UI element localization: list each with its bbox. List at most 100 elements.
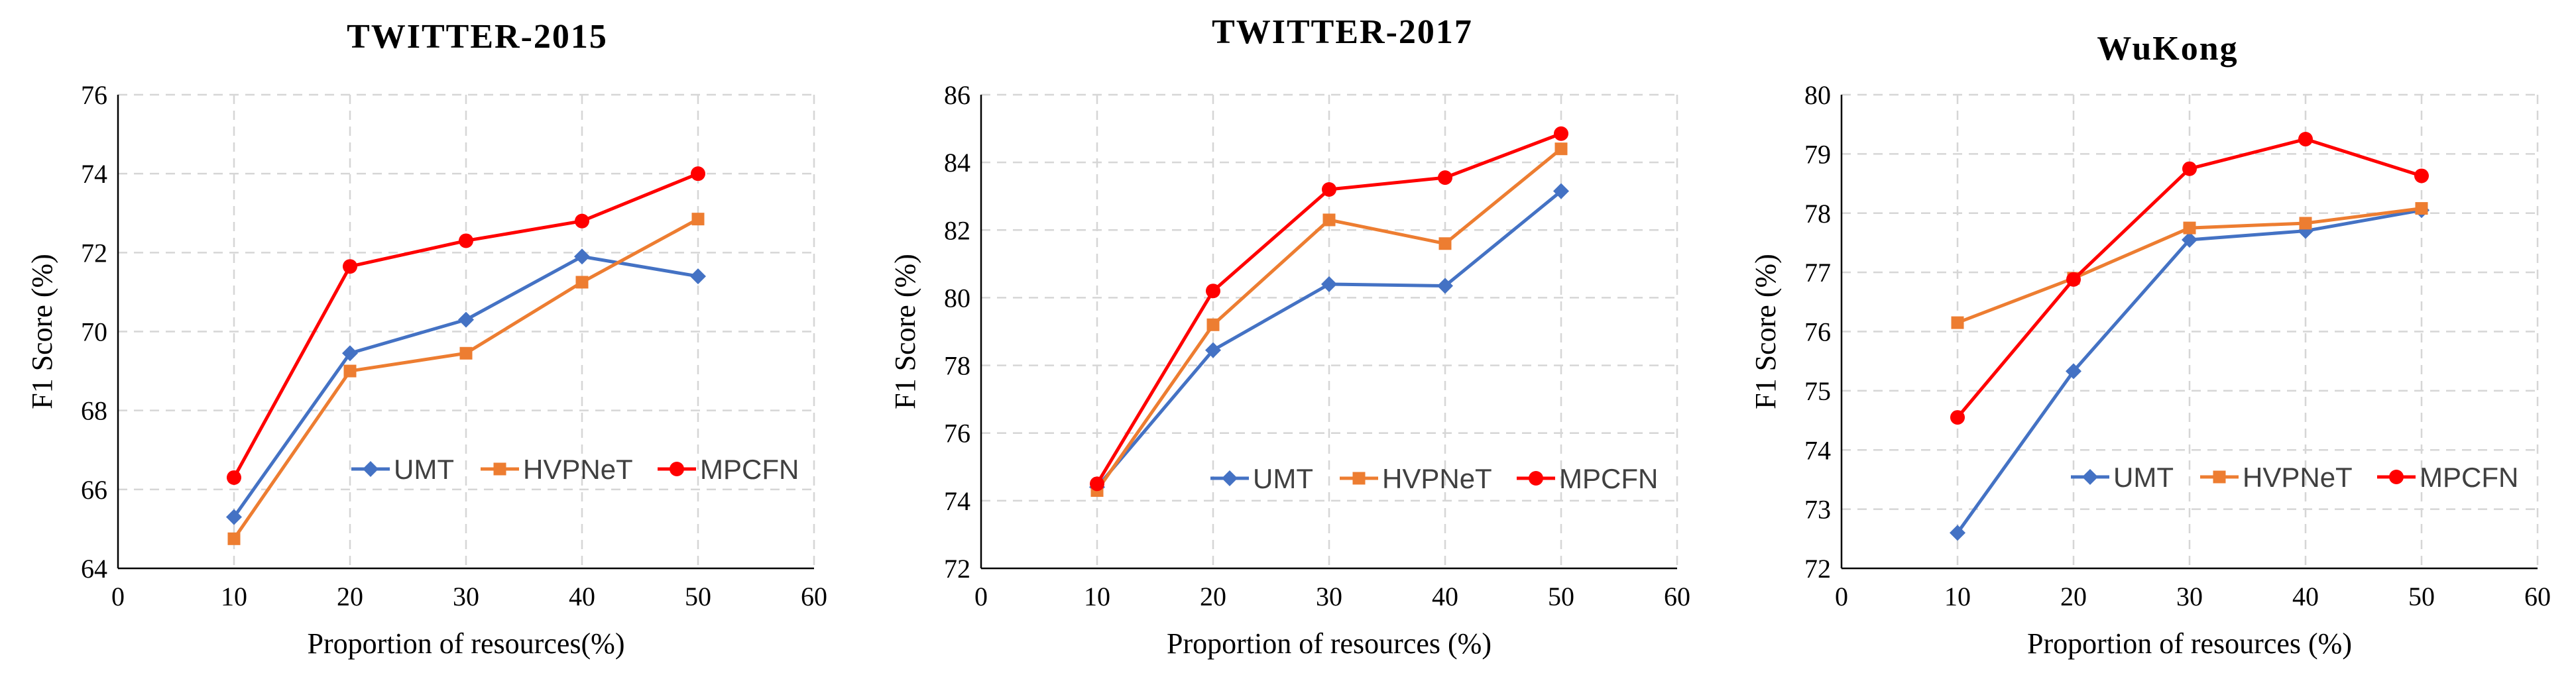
chart-2-legend-mpcfn-marker [1529,471,1543,486]
chart-3: 72 73 74 75 76 77 78 79 80 0 10 20 30 40 50 60 WuKong Pro… [1749,30,2551,660]
chart-3-y-tick-label: 74 [1804,435,1831,465]
chart-2-y-tick-label: 82 [944,215,970,245]
chart-3-series-hvpnet-point [2299,217,2312,230]
chart-3-y-axis-label: F1 Score (%) [1749,254,1782,409]
chart-1-series-mpcfn-point [343,259,357,274]
chart-2-legend-hvpnet-marker [1352,472,1366,485]
chart-2-series-mpcfn-point [1090,476,1104,492]
chart-2-x-tick-label: 10 [1084,582,1110,611]
chart-1-x-tick-label: 50 [685,582,711,611]
chart-2-legend-umt-label: UMT [1253,463,1313,494]
chart-1-series-hvpnet-line [232,217,699,540]
chart-1-series-hvpnet-point [459,346,473,360]
chart-2-y-tick-label: 76 [944,419,970,448]
chart-3-series-hvpnet-point [1951,316,1964,329]
chart-2-series-mpcfn-point [1322,182,1336,197]
chart-3-title: WuKong [2097,30,2238,68]
chart-1-series-mpcfn-point [227,470,241,485]
chart-2-series-umt-point [1321,276,1337,292]
chart-1-x-tick-label: 60 [801,582,827,611]
chart-2-series-hvpnet-point [1322,213,1336,227]
chart-2-x-tick-label: 30 [1316,582,1342,611]
chart-2-series-umt-point [1205,342,1221,358]
chart-1-x-tick-label: 20 [337,582,363,611]
chart-3-y-tick-label: 79 [1804,139,1831,169]
chart-2-series-hvpnet-point [1438,237,1452,250]
chart-2-x-tick-label: 0 [974,582,988,611]
chart-2-legend-mpcfn-label: MPCFN [1559,463,1658,494]
chart-1-y-tick-label: 64 [81,554,107,584]
chart-1-y-tick-label: 72 [81,238,107,268]
chart-1-x-tick-label: 30 [453,582,479,611]
chart-1-x-tick-label: 0 [111,582,125,611]
chart-3-y-tick-label: 75 [1804,376,1831,406]
chart-3-y-tick-label: 77 [1804,258,1831,287]
chart-1-x-tick-label: 10 [221,582,247,611]
chart-1-legend: UMT HVPNeT MPCFN [351,454,799,485]
chart-1-series-umt-point [226,509,242,525]
chart-1-legend-hvpnet-marker [493,462,506,476]
chart-2-x-axis-label: Proportion of resources (%) [1167,627,1492,660]
chart-2-series-hvpnet-point [1206,318,1220,331]
chart-2-title: TWITTER-2017 [1212,13,1473,51]
chart-3-series-umt-point [2066,363,2081,380]
chart-3-x-tick-label: 10 [1944,582,1971,611]
chart-2-series-umt-point [1553,183,1569,199]
chart-1-legend-mpcfn-marker [670,462,684,476]
chart-1-x-axis-label: Proportion of resources(%) [308,627,625,660]
chart-2-series-umt-point [1437,278,1453,294]
chart-2-legend-hvpnet-label: HVPNeT [1382,463,1492,494]
chart-3-series-umt-point [2182,231,2197,248]
chart-3-x-tick-label: 40 [2292,582,2319,611]
chart-2-series-mpcfn-point [1438,170,1452,185]
chart-3-x-tick-label: 60 [2524,582,2551,611]
chart-3-x-tick-label: 0 [1835,582,1848,611]
chart-3-x-tick-label: 30 [2176,582,2203,611]
chart-3-series-hvpnet-point [2415,202,2428,215]
chart-3-legend-hvpnet-label: HVPNeT [2243,462,2353,493]
chart-3-y-tick-label: 76 [1804,317,1831,347]
chart-3-legend-hvpnet-marker [2213,470,2226,484]
chart-3-x-tick-label: 50 [2408,582,2435,611]
chart-1-legend-mpcfn-label: MPCFN [700,454,799,485]
chart-3-legend: UMT HVPNeT MPCFN [2071,462,2518,493]
chart-3-series-umt-point [1950,525,1965,541]
chart-2-y-tick-label: 74 [944,486,970,516]
chart-1-series-umt-point [690,268,706,285]
chart-3-y-tick-label: 80 [1804,80,1831,110]
chart-3-legend-umt-label: UMT [2113,462,2174,493]
chart-1-series-umt-point [574,248,590,265]
chart-2-series-mpcfn-point [1206,284,1220,299]
chart-3-series-mpcfn-point [2182,161,2197,176]
chart-1-y-tick-label: 70 [81,317,107,347]
chart-1-title: TWITTER-2015 [347,18,608,56]
chart-1-series-hvpnet-point [343,364,357,378]
chart-1-legend-hvpnet-label: HVPNeT [523,454,633,485]
chart-2: 72 74 76 78 80 82 84 86 0 10 20 30 40 50 60 TWITTER-201… [889,13,1690,660]
chart-2-y-tick-label: 84 [944,148,970,178]
chart-3-series-mpcfn-point [1950,410,1965,425]
chart-1: 64 66 68 70 72 74 76 0 10 20 30 40 50 60 TWITTER-2015 P… [26,18,827,660]
chart-2-y-tick-label: 86 [944,80,970,110]
chart-1-x-tick-label: 40 [569,582,595,611]
chart-2-legend: UMT HVPNeT MPCFN [1210,463,1658,494]
chart-3-legend-umt-marker [2082,469,2098,485]
chart-3-x-axis-label: Proportion of resources (%) [2027,627,2352,660]
chart-2-x-tick-label: 60 [1664,582,1690,611]
chart-1-legend-umt-label: UMT [394,454,454,485]
chart-2-x-tick-label: 50 [1548,582,1574,611]
chart-3-series-mpcfn-point [2066,272,2081,287]
chart-2-y-tick-label: 72 [944,554,970,584]
chart-1-legend-umt-marker [363,461,379,477]
chart-2-series-mpcfn-point [1554,126,1568,141]
chart-1-series-mpcfn-point [459,233,473,248]
chart-1-series-hvpnet-point [575,276,589,289]
chart-3-series-mpcfn-point [2414,168,2429,183]
chart-3-y-tick-label: 72 [1804,554,1831,584]
chart-1-series-mpcfn-point [575,213,589,229]
chart-2-y-axis-label: F1 Score (%) [889,254,921,409]
chart-1-series-hvpnet-point [227,532,241,545]
chart-1-series-umt-point [458,311,474,328]
chart-2-y-tick-label: 80 [944,283,970,313]
